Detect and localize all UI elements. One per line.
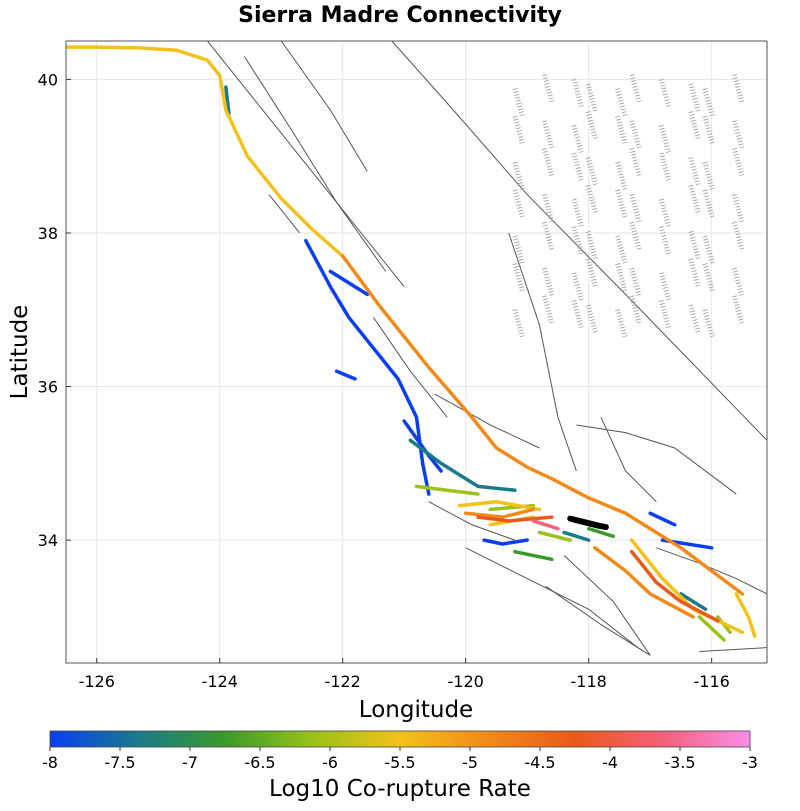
colorbar-tick-label: -3 <box>742 753 758 772</box>
colorbar-ticks: -8 -7.5 -7 -6.5 -6 -5.5 -5 -4.5 -4 -3.5 -3 <box>42 747 758 772</box>
fault-trace <box>428 501 516 541</box>
co-rupture-line <box>648 511 677 527</box>
x-axis-label: Longitude <box>359 697 473 723</box>
co-rupture-line <box>414 484 480 496</box>
y-tick-label: 34 <box>38 531 58 550</box>
co-rupture-line <box>457 499 542 512</box>
x-tick-label: -116 <box>694 672 730 691</box>
colorbar-tick-label: -3.5 <box>664 753 695 772</box>
fault-trace <box>656 547 767 595</box>
y-axis-label: Latitude <box>7 305 33 400</box>
x-tick-label: -126 <box>79 672 115 691</box>
co-rupture-line <box>408 438 517 492</box>
colorbar-tick-label: -8 <box>42 753 58 772</box>
fault-trace <box>280 41 368 172</box>
y-axis-ticks: 34 36 38 40 <box>38 70 71 550</box>
x-tick-label: -124 <box>202 672 238 691</box>
chart-title: Sierra Madre Connectivity <box>238 3 562 28</box>
plot-frame <box>65 40 768 664</box>
fault-trace <box>600 417 657 503</box>
co-rupture-line <box>679 592 708 611</box>
fault-trace <box>699 647 767 652</box>
colorbar-tick-label: -5.5 <box>384 753 415 772</box>
x-tick-label: -122 <box>325 672 361 691</box>
co-rupture-line <box>562 530 591 542</box>
co-rupture-line <box>593 546 695 619</box>
y-tick-label: 40 <box>38 70 58 89</box>
co-rupture-line <box>697 615 726 642</box>
co-rupture-line <box>340 254 745 596</box>
co-rupture-line <box>629 549 720 623</box>
colorbar-tick-label: -5 <box>462 753 478 772</box>
co-rupture-line <box>334 369 357 381</box>
fault-trace <box>465 547 639 649</box>
colorbar-tick-label: -4 <box>602 753 618 772</box>
fault-trace <box>576 424 737 495</box>
x-axis-ticks: -126 -124 -122 -120 -118 -116 <box>79 658 730 691</box>
fault-basemap <box>207 41 767 656</box>
colorbar-tick-label: -7.5 <box>104 753 135 772</box>
co-rupture-series <box>66 45 757 642</box>
co-rupture-line <box>537 530 572 542</box>
colorbar-tick-label: -4.5 <box>524 753 555 772</box>
x-tick-label: -120 <box>448 672 484 691</box>
co-rupture-line <box>586 526 616 539</box>
colorbar-tick-label: -6 <box>322 753 338 772</box>
grid <box>66 41 767 663</box>
co-rupture-line <box>463 507 536 519</box>
fault-trace <box>243 56 387 272</box>
fault-trace <box>434 393 540 449</box>
fault-trace <box>391 41 767 441</box>
source-fault-line <box>567 515 609 531</box>
co-rupture-line <box>476 515 554 523</box>
fault-trace <box>268 194 301 234</box>
x-tick-label: -118 <box>571 672 607 691</box>
colorbar-tick-label: -7 <box>182 753 198 772</box>
co-rupture-line <box>328 269 370 297</box>
colorbar-label: Log10 Co-rupture Rate <box>269 776 531 802</box>
co-rupture-line <box>734 592 757 638</box>
fault-trace <box>563 555 651 656</box>
fault-trace <box>508 232 577 472</box>
y-tick-label: 36 <box>38 378 58 397</box>
co-rupture-line <box>531 519 560 531</box>
co-rupture-line <box>66 45 345 258</box>
fault-trace <box>373 317 448 418</box>
colorbar <box>49 730 751 748</box>
co-rupture-line <box>224 85 231 116</box>
fault-trace <box>207 41 405 288</box>
colorbar-tick-label: -6.5 <box>244 753 275 772</box>
co-rupture-line <box>513 549 554 562</box>
fault-trace <box>545 585 651 656</box>
y-tick-label: 38 <box>38 224 58 243</box>
co-rupture-line <box>482 538 529 546</box>
source-fault <box>567 515 609 531</box>
